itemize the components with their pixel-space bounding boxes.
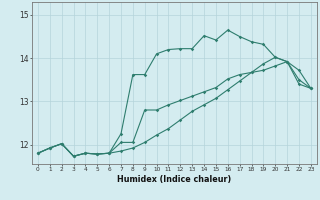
- X-axis label: Humidex (Indice chaleur): Humidex (Indice chaleur): [117, 175, 232, 184]
